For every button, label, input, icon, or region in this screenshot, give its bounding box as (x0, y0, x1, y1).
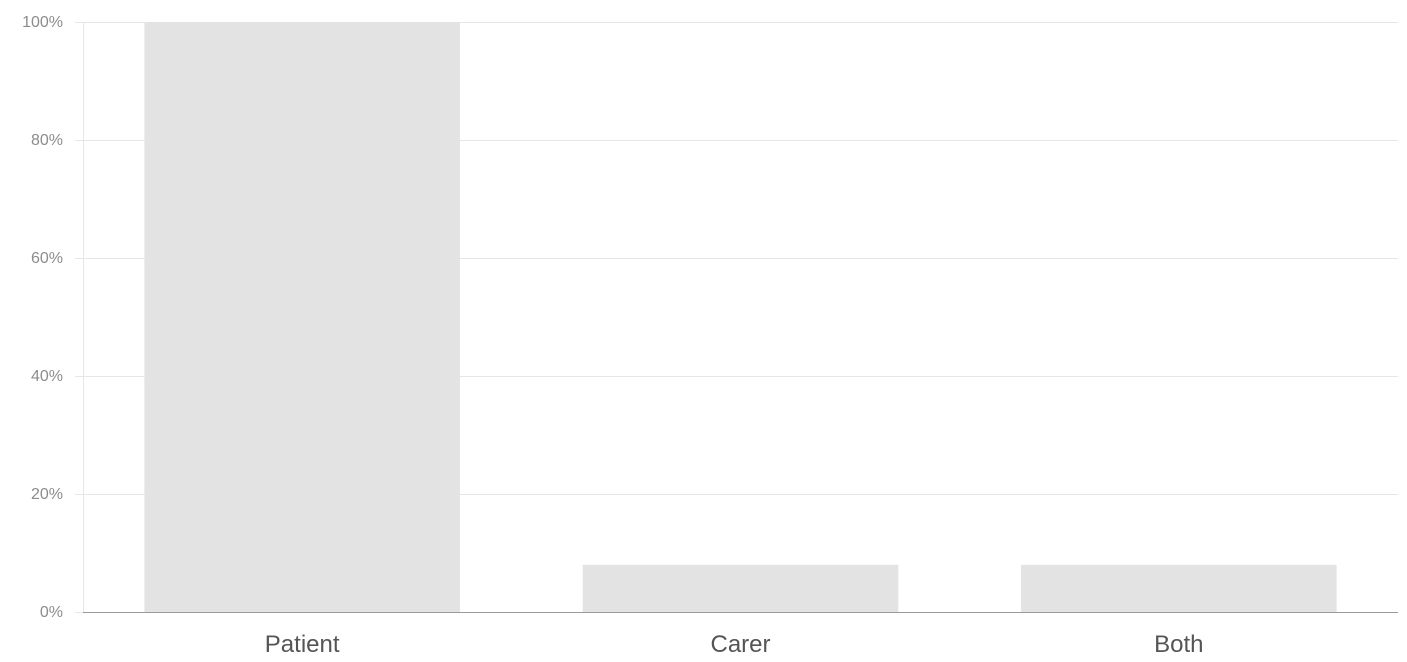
axes (83, 22, 1398, 613)
y-tick-label-20: 20% (31, 486, 63, 503)
bars (144, 22, 1337, 612)
bar-both[interactable] (1021, 564, 1337, 612)
y-tick-label-100: 100% (22, 14, 63, 31)
x-tick-label-patient: Patient (265, 631, 340, 658)
y-tick-label-60: 60% (31, 250, 63, 267)
y-tick-label-0: 0% (40, 604, 63, 621)
bar-patient[interactable] (144, 22, 460, 612)
x-tick-labels: Patient Carer Both (265, 631, 1204, 658)
y-tick-labels: 0% 20% 40% 60% 80% 100% (22, 14, 63, 621)
y-tick-label-40: 40% (31, 368, 63, 385)
x-tick-label-carer: Carer (710, 631, 770, 658)
y-tick-label-80: 80% (31, 132, 63, 149)
x-tick-label-both: Both (1154, 631, 1203, 658)
bar-carer[interactable] (582, 564, 899, 612)
